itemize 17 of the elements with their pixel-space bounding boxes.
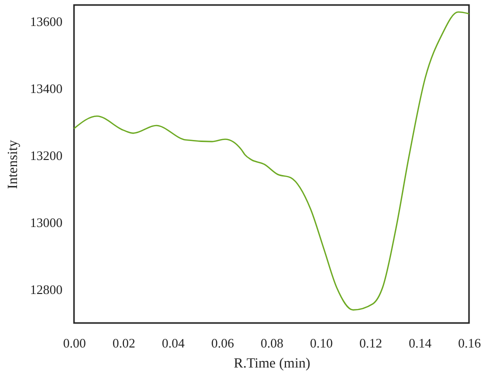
- y-tick-label: 13400: [30, 81, 62, 96]
- x-tick-label: 0.06: [211, 336, 234, 350]
- x-tick-label: 0.08: [260, 336, 284, 350]
- x-tick-label: 0.10: [310, 336, 333, 350]
- y-axis-title: Intensity: [6, 140, 21, 189]
- y-tick-label: 12800: [30, 282, 62, 298]
- x-tick-label: 0.16: [458, 336, 482, 350]
- x-tick-label: 0.02: [112, 336, 136, 350]
- y-tick-label: 13600: [30, 14, 62, 30]
- x-tick-label: 0.04: [162, 336, 186, 350]
- y-tick-label: 13000: [30, 215, 62, 230]
- x-axis-title: R.Time (min): [234, 356, 311, 372]
- y-tick-label: 13200: [30, 148, 62, 164]
- x-tick-label: 0.14: [408, 336, 432, 350]
- line-series: [73, 11, 470, 311]
- x-tick-label: 0.12: [359, 336, 382, 350]
- x-tick-label: 0.00: [63, 336, 86, 350]
